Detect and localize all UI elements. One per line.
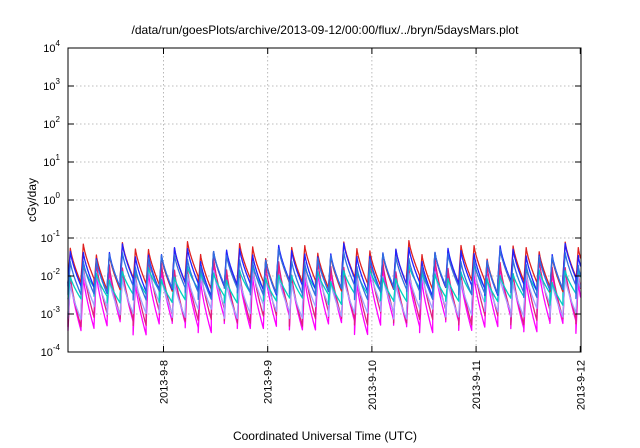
x-tick-label: 2013-9-8	[159, 360, 171, 404]
x-tick-label: 2013-9-11	[471, 360, 483, 409]
y-tick-label: 101	[43, 153, 60, 169]
y-tick-label: 10-2	[41, 267, 61, 283]
series-line	[67, 266, 582, 320]
x-axis-label: Coordinated Universal Time (UTC)	[233, 429, 417, 443]
y-tick-label: 10-3	[41, 305, 61, 321]
y-axis-label: cGy/day	[25, 178, 39, 222]
chart-title: /data/run/goesPlots/archive/2013-09-12/0…	[132, 23, 520, 37]
y-tick-label: 104	[43, 39, 60, 55]
x-tick-label: 2013-9-9	[263, 360, 275, 404]
series-line	[67, 263, 582, 336]
y-tick-label: 100	[43, 191, 60, 207]
y-tick-label: 102	[43, 115, 60, 131]
y-tick-label: 10-4	[41, 343, 61, 359]
series-line	[67, 264, 582, 306]
series-line	[67, 248, 582, 301]
x-tick-label: 2013-9-10	[367, 360, 379, 410]
series-group	[67, 240, 582, 336]
y-tick-label: 10-1	[41, 229, 61, 245]
tick-group: 10-4 10-3 10-2 10-1 100 101 102 103 104 2013-9-8 2…	[41, 39, 588, 410]
x-tick-label: 2013-9-12	[575, 360, 587, 410]
y-tick-label: 103	[43, 77, 60, 93]
